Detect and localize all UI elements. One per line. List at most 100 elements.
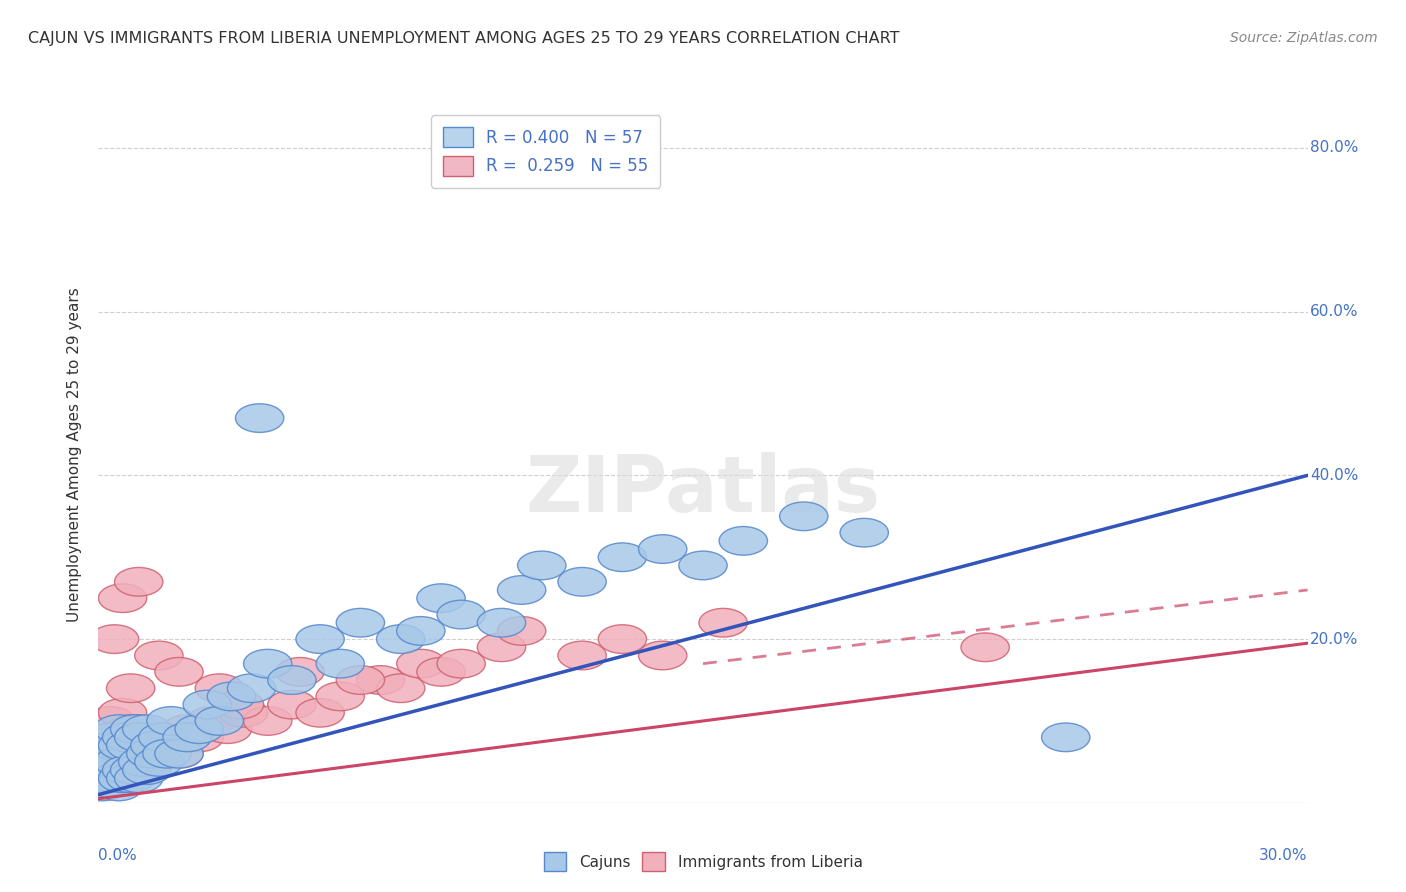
Ellipse shape [960,633,1010,662]
Ellipse shape [204,714,252,743]
Ellipse shape [183,690,232,719]
Ellipse shape [316,649,364,678]
Ellipse shape [86,747,135,776]
Ellipse shape [83,756,131,784]
Ellipse shape [336,608,385,637]
Ellipse shape [107,764,155,793]
Ellipse shape [122,756,172,784]
Ellipse shape [356,665,405,694]
Ellipse shape [377,624,425,654]
Ellipse shape [195,706,243,735]
Ellipse shape [477,633,526,662]
Text: CAJUN VS IMMIGRANTS FROM LIBERIA UNEMPLOYMENT AMONG AGES 25 TO 29 YEARS CORRELAT: CAJUN VS IMMIGRANTS FROM LIBERIA UNEMPLO… [28,31,900,46]
Ellipse shape [94,714,143,743]
Ellipse shape [638,641,688,670]
Text: 60.0%: 60.0% [1310,304,1358,319]
Ellipse shape [558,641,606,670]
Ellipse shape [111,739,159,768]
Ellipse shape [114,723,163,752]
Ellipse shape [98,584,146,613]
Ellipse shape [131,731,179,760]
Ellipse shape [517,551,567,580]
Ellipse shape [86,723,135,752]
Ellipse shape [107,714,155,743]
Ellipse shape [98,731,146,760]
Ellipse shape [131,723,179,752]
Ellipse shape [90,731,139,760]
Text: Source: ZipAtlas.com: Source: ZipAtlas.com [1230,31,1378,45]
Ellipse shape [79,764,127,793]
Ellipse shape [598,543,647,572]
Ellipse shape [316,682,364,711]
Ellipse shape [163,714,211,743]
Ellipse shape [94,772,143,801]
Text: 30.0%: 30.0% [1260,848,1308,863]
Ellipse shape [114,714,163,743]
Ellipse shape [174,714,224,743]
Ellipse shape [103,739,150,768]
Text: ZIPatlas: ZIPatlas [526,451,880,528]
Ellipse shape [498,575,546,604]
Ellipse shape [114,567,163,596]
Ellipse shape [135,747,183,776]
Ellipse shape [243,706,292,735]
Ellipse shape [122,747,172,776]
Ellipse shape [83,764,131,793]
Ellipse shape [90,624,139,654]
Ellipse shape [187,706,235,735]
Ellipse shape [215,690,264,719]
Ellipse shape [79,747,127,776]
Ellipse shape [416,584,465,613]
Ellipse shape [396,649,446,678]
Ellipse shape [90,764,139,793]
Ellipse shape [135,739,183,768]
Ellipse shape [1042,723,1090,752]
Ellipse shape [98,747,146,776]
Legend: Cajuns, Immigrants from Liberia: Cajuns, Immigrants from Liberia [536,845,870,879]
Ellipse shape [638,534,688,564]
Text: 0.0%: 0.0% [98,848,138,863]
Ellipse shape [135,641,183,670]
Ellipse shape [86,706,135,735]
Ellipse shape [86,756,135,784]
Ellipse shape [103,756,150,784]
Ellipse shape [276,657,325,686]
Ellipse shape [98,764,146,793]
Ellipse shape [437,649,485,678]
Ellipse shape [143,739,191,768]
Ellipse shape [235,404,284,433]
Ellipse shape [114,764,163,793]
Ellipse shape [127,731,174,760]
Ellipse shape [699,608,748,637]
Ellipse shape [336,665,385,694]
Ellipse shape [94,764,143,793]
Ellipse shape [146,706,195,735]
Ellipse shape [90,756,139,784]
Ellipse shape [107,756,155,784]
Ellipse shape [598,624,647,654]
Ellipse shape [267,665,316,694]
Ellipse shape [155,739,204,768]
Ellipse shape [839,518,889,547]
Ellipse shape [779,502,828,531]
Ellipse shape [295,624,344,654]
Ellipse shape [114,756,163,784]
Y-axis label: Unemployment Among Ages 25 to 29 years: Unemployment Among Ages 25 to 29 years [67,287,83,623]
Ellipse shape [243,649,292,678]
Ellipse shape [416,657,465,686]
Ellipse shape [98,698,146,727]
Ellipse shape [267,690,316,719]
Ellipse shape [396,616,446,645]
Ellipse shape [107,731,155,760]
Text: 80.0%: 80.0% [1310,140,1358,155]
Ellipse shape [111,714,159,743]
Ellipse shape [228,673,276,703]
Ellipse shape [174,723,224,752]
Ellipse shape [679,551,727,580]
Ellipse shape [94,747,143,776]
Ellipse shape [219,698,267,727]
Ellipse shape [437,600,485,629]
Ellipse shape [79,772,127,801]
Text: 40.0%: 40.0% [1310,468,1358,483]
Ellipse shape [195,673,243,703]
